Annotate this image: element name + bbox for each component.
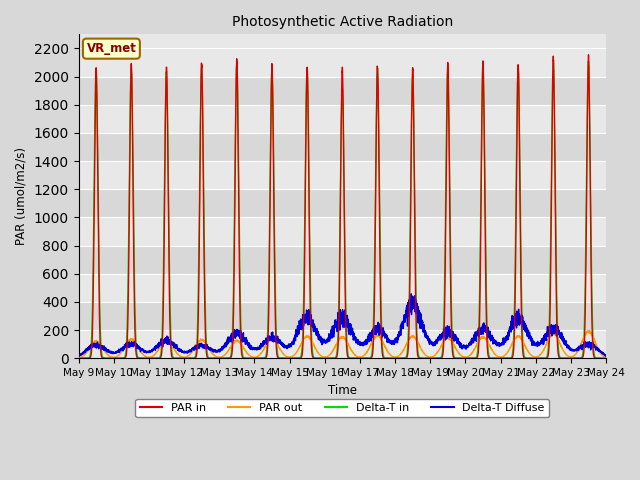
Y-axis label: PAR (umol/m2/s): PAR (umol/m2/s) xyxy=(15,147,28,245)
Bar xyxy=(79,274,606,302)
Bar xyxy=(79,246,606,274)
Bar xyxy=(79,77,606,105)
Bar xyxy=(79,105,606,133)
Bar xyxy=(79,48,606,77)
Bar xyxy=(79,133,606,161)
Text: VR_met: VR_met xyxy=(86,42,136,55)
Bar xyxy=(79,217,606,246)
Bar xyxy=(79,161,606,189)
Bar xyxy=(79,302,606,330)
X-axis label: Time: Time xyxy=(328,384,356,396)
Bar xyxy=(79,330,606,358)
Title: Photosynthetic Active Radiation: Photosynthetic Active Radiation xyxy=(232,15,453,29)
Legend: PAR in, PAR out, Delta-T in, Delta-T Diffuse: PAR in, PAR out, Delta-T in, Delta-T Dif… xyxy=(135,398,549,418)
Bar xyxy=(79,189,606,217)
